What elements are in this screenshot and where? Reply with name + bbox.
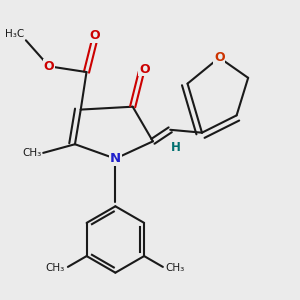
Text: N: N — [110, 152, 121, 165]
Text: O: O — [214, 51, 225, 64]
Text: CH₃: CH₃ — [166, 263, 185, 273]
Text: O: O — [90, 29, 101, 43]
Text: H: H — [171, 141, 181, 154]
Text: H₃C: H₃C — [5, 29, 24, 39]
Text: O: O — [44, 60, 54, 73]
Text: O: O — [139, 63, 150, 76]
Text: CH₃: CH₃ — [46, 263, 65, 273]
Text: CH₃: CH₃ — [22, 148, 42, 158]
